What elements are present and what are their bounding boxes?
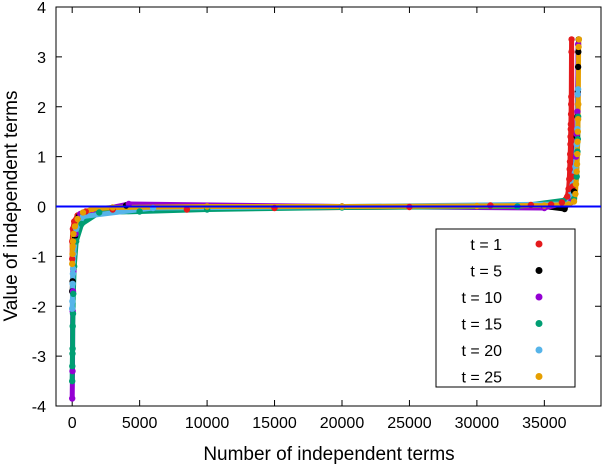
x-tick-label: 25000 (387, 415, 432, 432)
legend-label: t = 25 (462, 370, 503, 387)
legend-marker (535, 373, 543, 380)
y-tick-label: 3 (37, 50, 46, 67)
y-tick-label: 4 (37, 0, 46, 17)
data-point (572, 180, 580, 188)
data-point (69, 395, 76, 402)
data-point (573, 173, 580, 180)
x-axis-title: Number of independent terms (203, 444, 454, 465)
data-point (574, 116, 582, 123)
data-point (69, 323, 76, 330)
data-point (567, 141, 574, 148)
data-point (69, 298, 76, 305)
data-point (69, 350, 76, 357)
x-tick-label: 35000 (522, 415, 567, 432)
data-point (575, 36, 583, 43)
data-point (69, 345, 76, 352)
data-point (574, 150, 581, 158)
legend-label: t = 10 (462, 290, 503, 307)
data-point (69, 243, 76, 250)
data-point (96, 209, 103, 216)
x-tick-label: 15000 (252, 415, 297, 432)
legend-marker (535, 320, 543, 327)
data-point (69, 250, 76, 258)
data-point (69, 280, 76, 287)
x-tick-label: 30000 (455, 415, 500, 432)
data-point (566, 158, 574, 165)
data-point (568, 173, 576, 180)
y-tick-label: 2 (37, 100, 46, 117)
data-point (183, 206, 191, 213)
data-point (568, 93, 575, 101)
data-point (570, 198, 578, 205)
legend-label: t = 5 (470, 264, 502, 281)
data-point (69, 238, 77, 245)
data-point (71, 223, 79, 230)
legend: t = 1 t = 5 t = 10 t = 15 t = 20 t = 25 (435, 228, 576, 388)
y-axis-title: Value of independent terms (1, 91, 22, 322)
data-point (575, 101, 582, 108)
y-tick-label: -2 (32, 299, 46, 316)
data-point (567, 133, 574, 140)
data-point (70, 230, 77, 238)
data-point (78, 220, 85, 228)
legend-box (435, 228, 576, 388)
data-point (574, 86, 582, 93)
data-point (564, 193, 571, 200)
legend-marker (535, 346, 543, 354)
data-point (574, 138, 581, 145)
data-point (574, 128, 581, 135)
data-point (558, 199, 566, 206)
data-point (69, 310, 77, 317)
data-point (567, 111, 575, 118)
y-tick-label: -1 (32, 249, 46, 266)
data-point (574, 63, 582, 71)
data-point (574, 108, 581, 115)
data-point (568, 101, 575, 108)
data-point (70, 290, 77, 297)
legend-marker (535, 240, 543, 248)
legend-marker (535, 267, 543, 274)
data-point (69, 305, 76, 312)
data-point (69, 377, 76, 385)
data-point (574, 91, 581, 98)
data-point (567, 150, 574, 158)
y-tick-label: 0 (37, 200, 46, 217)
data-point (567, 121, 575, 128)
legend-marker (535, 293, 543, 301)
data-point (573, 168, 580, 175)
data-point (568, 36, 575, 43)
data-point (79, 209, 87, 216)
x-tick-label: 0 (68, 415, 77, 432)
data-point (69, 367, 76, 375)
data-point (69, 255, 76, 263)
data-point (567, 126, 574, 133)
legend-label: t = 20 (462, 343, 503, 360)
axis-ticks: 0 5000 10000 15000 20000 25000 30000 35000 -4 -3 -… (32, 0, 601, 432)
y-tick-label: 1 (37, 150, 46, 167)
legend-label: t = 15 (462, 317, 503, 334)
data-point (136, 208, 143, 215)
data-point (575, 43, 582, 51)
legend-label: t = 1 (470, 237, 502, 254)
series-curve (69, 36, 576, 262)
data-point (69, 270, 77, 277)
data-point (572, 190, 579, 198)
data-point (568, 48, 575, 56)
x-tick-label: 20000 (320, 415, 365, 432)
data-point (573, 160, 581, 168)
data-point (69, 260, 76, 268)
y-tick-label: -4 (32, 399, 46, 416)
data-point (575, 48, 582, 56)
data-point (69, 265, 77, 272)
x-tick-label: 5000 (122, 415, 158, 432)
data-point (74, 215, 81, 223)
y-tick-label: -3 (32, 349, 46, 366)
x-tick-label: 10000 (185, 415, 230, 432)
data-point (566, 165, 573, 173)
data-point (69, 362, 76, 370)
